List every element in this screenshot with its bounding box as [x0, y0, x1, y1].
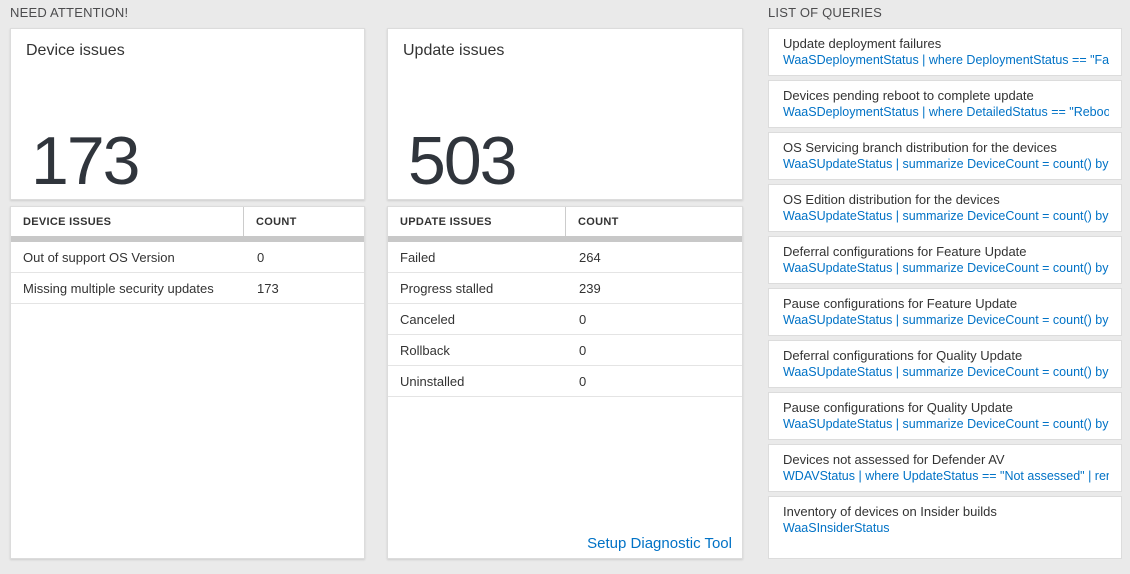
query-title: Inventory of devices on Insider builds — [783, 504, 997, 519]
issue-count: 0 — [579, 373, 587, 389]
issue-label: Out of support OS Version — [23, 249, 175, 265]
device-issues-tile[interactable]: Device issues 173 — [10, 28, 365, 200]
query-list-item[interactable]: Inventory of devices on Insider builds W… — [768, 496, 1122, 559]
query-title: Deferral configurations for Quality Upda… — [783, 348, 1023, 363]
query-code: WaaSUpdateStatus | summarize DeviceCount… — [783, 261, 1109, 275]
update-issues-table: UPDATE ISSUES COUNT Failed 264 Progress … — [387, 206, 743, 559]
device-table-scrollbar[interactable] — [11, 236, 364, 242]
update-table-scrollbar[interactable] — [388, 236, 742, 242]
query-title: OS Servicing branch distribution for the… — [783, 140, 1057, 155]
device-table-header-issue: DEVICE ISSUES — [11, 207, 244, 236]
query-list-item[interactable]: Deferral configurations for Quality Upda… — [768, 340, 1122, 388]
query-code: WaaSInsiderStatus — [783, 521, 890, 535]
query-list-item[interactable]: Update deployment failures WaaSDeploymen… — [768, 28, 1122, 76]
issue-label: Uninstalled — [400, 373, 465, 389]
query-code: WaaSUpdateStatus | summarize DeviceCount… — [783, 157, 1109, 171]
update-table-header-count: COUNT — [578, 215, 619, 228]
query-title: Deferral configurations for Feature Upda… — [783, 244, 1027, 259]
query-list-item[interactable]: OS Servicing branch distribution for the… — [768, 132, 1122, 180]
device-issues-title: Device issues — [26, 42, 125, 59]
query-title: Update deployment failures — [783, 36, 942, 51]
list-of-queries-header: LIST OF QUERIES — [768, 5, 883, 20]
table-row[interactable]: Uninstalled 0 — [388, 366, 742, 397]
query-code: WaaSUpdateStatus | summarize DeviceCount… — [783, 365, 1109, 379]
device-table-header: DEVICE ISSUES COUNT — [11, 207, 364, 236]
query-list-item[interactable]: Devices pending reboot to complete updat… — [768, 80, 1122, 128]
device-issues-count: 173 — [31, 123, 140, 199]
table-row[interactable]: Canceled 0 — [388, 304, 742, 335]
issue-count: 0 — [579, 311, 587, 327]
query-title: Devices pending reboot to complete updat… — [783, 88, 1034, 103]
query-code: WaaSUpdateStatus | summarize DeviceCount… — [783, 209, 1109, 223]
query-code: WaaSUpdateStatus | summarize DeviceCount… — [783, 313, 1109, 327]
issue-count: 239 — [579, 280, 601, 296]
table-row[interactable]: Out of support OS Version 0 — [11, 242, 364, 273]
issue-label: Progress stalled — [400, 280, 494, 296]
update-issues-count: 503 — [408, 123, 517, 199]
issue-label: Missing multiple security updates — [23, 280, 214, 296]
issue-count: 264 — [579, 249, 601, 265]
list-of-queries-panel: Update deployment failures WaaSDeploymen… — [768, 28, 1122, 559]
update-table-header: UPDATE ISSUES COUNT — [388, 207, 742, 236]
issue-count: 173 — [257, 280, 279, 296]
issue-count: 0 — [579, 342, 587, 358]
device-issues-table: DEVICE ISSUES COUNT Out of support OS Ve… — [10, 206, 365, 559]
query-list-item[interactable]: OS Edition distribution for the devices … — [768, 184, 1122, 232]
query-list-item[interactable]: Pause configurations for Quality Update … — [768, 392, 1122, 440]
query-code: WaaSDeploymentStatus | where DetailedSta… — [783, 105, 1109, 119]
query-title: Pause configurations for Quality Update — [783, 400, 1013, 415]
issue-label: Rollback — [400, 342, 450, 358]
query-code: WDAVStatus | where UpdateStatus == "Not … — [783, 469, 1109, 483]
need-attention-header: NEED ATTENTION! — [10, 5, 129, 20]
update-table-header-issue: UPDATE ISSUES — [388, 207, 566, 236]
issue-label: Canceled — [400, 311, 455, 327]
table-row[interactable]: Failed 264 — [388, 242, 742, 273]
device-table-header-count: COUNT — [256, 215, 297, 228]
issue-count: 0 — [257, 249, 265, 265]
query-code: WaaSUpdateStatus | summarize DeviceCount… — [783, 417, 1109, 431]
query-title: Pause configurations for Feature Update — [783, 296, 1018, 311]
issue-label: Failed — [400, 249, 436, 265]
update-issues-title: Update issues — [403, 42, 505, 59]
update-issues-tile[interactable]: Update issues 503 — [387, 28, 743, 200]
table-row[interactable]: Rollback 0 — [388, 335, 742, 366]
query-code: WaaSDeploymentStatus | where DeploymentS… — [783, 53, 1109, 67]
query-list-item[interactable]: Pause configurations for Feature Update … — [768, 288, 1122, 336]
query-title: Devices not assessed for Defender AV — [783, 452, 1005, 467]
query-title: OS Edition distribution for the devices — [783, 192, 1000, 207]
query-list-item[interactable]: Devices not assessed for Defender AV WDA… — [768, 444, 1122, 492]
table-row[interactable]: Progress stalled 239 — [388, 273, 742, 304]
setup-diagnostic-tool-link[interactable]: Setup Diagnostic Tool — [587, 535, 732, 552]
query-list-item[interactable]: Deferral configurations for Feature Upda… — [768, 236, 1122, 284]
table-row[interactable]: Missing multiple security updates 173 — [11, 273, 364, 304]
